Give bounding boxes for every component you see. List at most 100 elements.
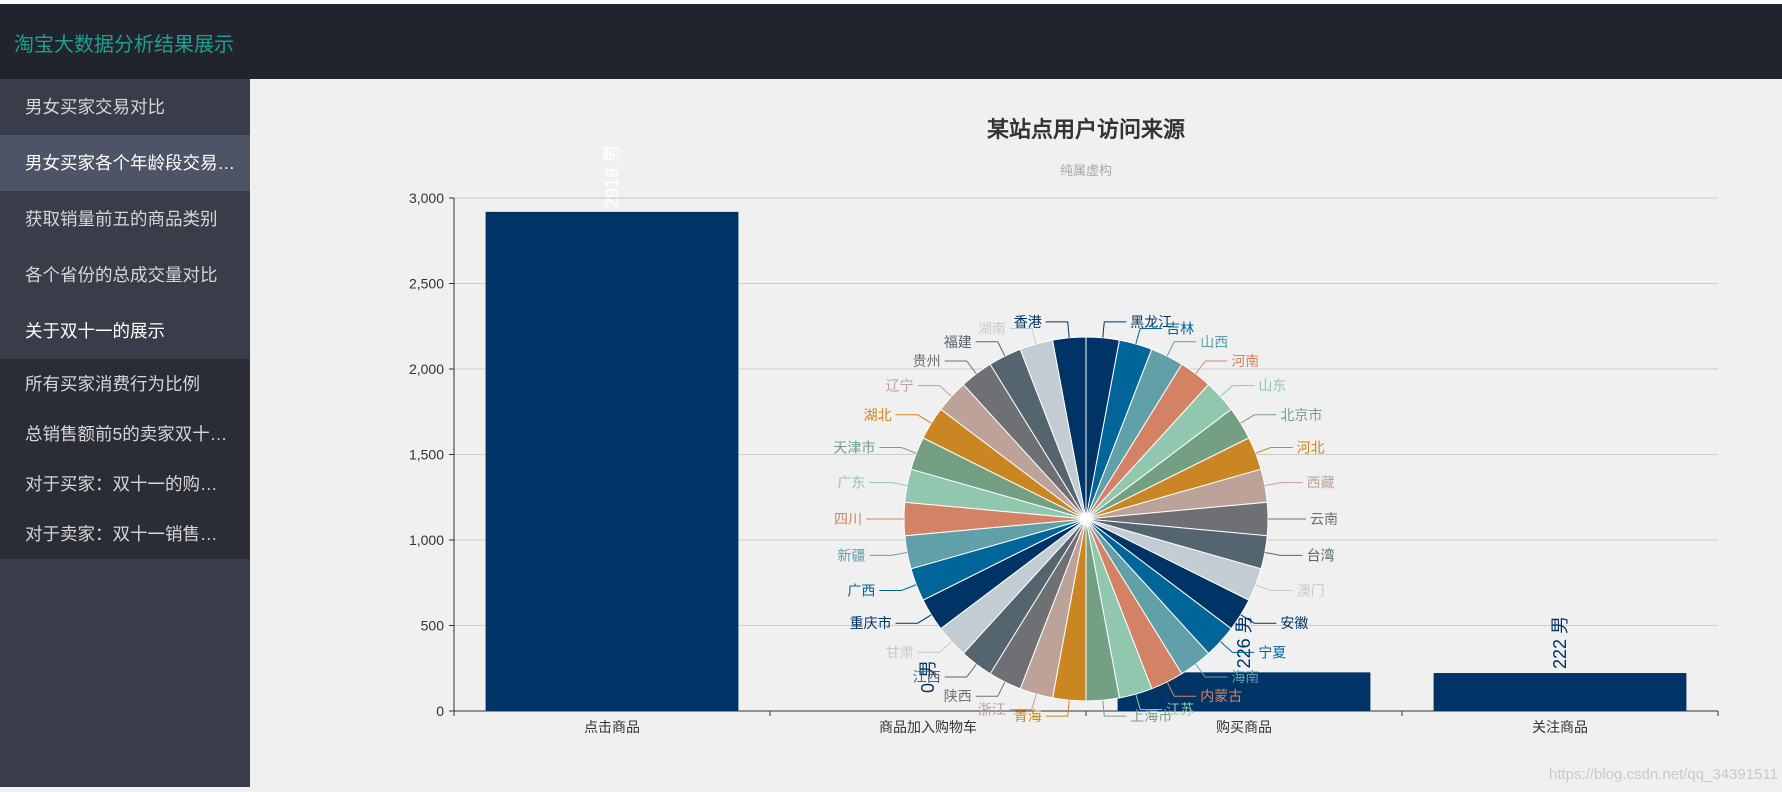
pie-label-line	[1166, 681, 1197, 697]
pie-label-line	[1264, 482, 1303, 487]
pie-slice-label: 海南	[1231, 669, 1259, 685]
pie-label-line	[1102, 700, 1127, 717]
sidebar-item-top5-category[interactable]: 获取销量前五的商品类别	[25, 209, 218, 229]
sidebar-item-age-trade[interactable]: 男女买家各个年龄段交易对比	[0, 135, 250, 191]
sidebar: 男女买家交易对比 男女买家各个年龄段交易对比 获取销量前五的商品类别 各个省份的…	[0, 79, 250, 787]
pie-slice-label: 山西	[1200, 334, 1228, 350]
pie-label-line	[895, 414, 932, 424]
pie-label-line	[1195, 360, 1228, 375]
pie-label-line	[975, 341, 1006, 357]
pie-slice-label: 河南	[1231, 353, 1259, 369]
sidebar-subitem-top5-seller[interactable]: 总销售额前5的卖家双十一销售额	[25, 424, 250, 444]
pie-label-line	[1220, 385, 1255, 397]
pie-slice-label: 上海市	[1130, 708, 1172, 724]
pie-slice-label: 澳门	[1297, 583, 1325, 599]
x-tick-label: 商品加入购物车	[879, 719, 977, 735]
sidebar-item-double11[interactable]: 关于双十一的展示	[25, 321, 165, 341]
pie-slice-label: 北京市	[1280, 407, 1322, 423]
pie-label-line	[879, 446, 917, 454]
watermark: https://blog.csdn.net/qq_34391511	[1548, 766, 1778, 783]
bar[interactable]	[1433, 673, 1687, 711]
sidebar-subitem-behavior-ratio[interactable]: 所有买家消费行为比例	[25, 374, 200, 394]
pie-slice-label: 重庆市	[850, 615, 892, 631]
pie-label-line	[1255, 584, 1293, 592]
pie-label-line	[1220, 641, 1255, 653]
pie-slice-label: 江苏	[1166, 701, 1194, 717]
x-axis: 点击商品 商品加入购物车 购买商品 关注商品	[453, 711, 1719, 735]
pie-slice-label: 天津市	[833, 439, 875, 455]
pie-label-line	[944, 360, 977, 375]
pie-label-line	[1240, 414, 1277, 424]
pie-label-line	[944, 663, 977, 678]
pie-label-line	[1009, 693, 1037, 710]
pie-slice-label: 宁夏	[1258, 644, 1286, 660]
pie-label-line	[1135, 693, 1163, 710]
pie-slice-label: 香港	[1014, 314, 1042, 330]
y-tick-label: 500	[421, 618, 445, 634]
pie-label-line	[1135, 328, 1163, 345]
pie-slice-label: 陕西	[944, 688, 972, 704]
pie-slice-label: 福建	[944, 334, 972, 350]
pie-label-line	[975, 681, 1006, 697]
bar-data-label: 222 男	[1550, 616, 1570, 669]
pie-label-line	[895, 614, 932, 624]
y-tick-label: 1,500	[409, 447, 444, 463]
pie-slice-label: 新疆	[837, 547, 865, 563]
chart-title: 某站点用户访问来源	[987, 117, 1185, 142]
x-tick-label: 关注商品	[1532, 719, 1588, 735]
pie-label-line	[1240, 614, 1277, 624]
pie-label-line	[869, 551, 908, 556]
sidebar-submenu: 所有买家消费行为比例 总销售额前5的卖家双十一销售额 对于买家：双十一的购买行为…	[0, 359, 250, 559]
sidebar-subitem-buyer-behavior[interactable]: 对于买家：双十一的购买行为	[25, 474, 250, 494]
pie-label-line	[1102, 321, 1127, 338]
pie-slice-label: 广东	[837, 475, 865, 491]
pie-series	[903, 336, 1269, 702]
pie-slice-label: 河北	[1297, 439, 1325, 455]
bar-series: 2919 男 0 男 226 男 222 男	[485, 145, 1687, 711]
bar-data-label: 226 男	[1234, 615, 1254, 668]
app-title[interactable]: 淘宝大数据分析结果展示	[14, 34, 234, 56]
pie-slice-label: 台湾	[1307, 547, 1335, 563]
pie-slice-label: 西藏	[1307, 475, 1335, 491]
pie-slice-label: 山东	[1258, 378, 1286, 394]
pie-label-line	[1195, 663, 1228, 678]
chart-canvas: 某站点用户访问来源 纯属虚构 0 500 1,000 1,500 2,000 2,500 3…	[409, 117, 1719, 735]
pie-label-line	[879, 584, 917, 592]
pie-label-line	[1166, 341, 1197, 357]
pie-label-line	[1045, 700, 1070, 717]
pie-slice-label: 四川	[834, 511, 862, 527]
x-tick-label: 购买商品	[1216, 719, 1272, 735]
pie-slice-label: 青海	[1014, 708, 1042, 724]
main-content: 某站点用户访问来源 纯属虚构 0 500 1,000 1,500 2,000 2,500 3…	[250, 79, 1782, 787]
pie-slice-label: 辽宁	[886, 378, 914, 394]
pie-slice[interactable]	[1051, 336, 1087, 520]
bar-data-label: 0 男	[918, 660, 938, 693]
y-tick-label: 2,000	[409, 361, 444, 377]
pie-slice-label: 广西	[847, 583, 875, 599]
bar[interactable]	[485, 211, 739, 711]
pie-label-line	[1255, 446, 1293, 454]
pie-slice-label: 湖北	[864, 407, 892, 423]
sidebar-item-province-volume[interactable]: 各个省份的总成交量对比	[25, 265, 218, 285]
pie-slice-label: 江西	[913, 669, 941, 685]
y-tick-label: 3,000	[409, 190, 444, 206]
pie-label-line	[917, 385, 952, 397]
pie-label-line	[1045, 321, 1070, 338]
pie-slice-label: 黑龙江	[1130, 314, 1172, 330]
sidebar-item-gender-trade[interactable]: 男女买家交易对比	[25, 97, 165, 117]
bar-data-label: 2919 男	[602, 145, 622, 208]
y-axis: 0 500 1,000 1,500 2,000 2,500 3,000	[409, 190, 455, 719]
top-header: 淘宝大数据分析结果展示	[0, 0, 1782, 79]
pie-slice-label: 内蒙古	[1200, 688, 1242, 704]
pie-label-line	[1009, 328, 1037, 345]
pie-label-line	[869, 482, 908, 487]
y-tick-label: 0	[436, 703, 444, 719]
pie-slice-label: 浙江	[978, 701, 1006, 717]
sidebar-subitem-seller-sales[interactable]: 对于卖家：双十一销售情况	[25, 524, 235, 544]
pie-slice-label: 安徽	[1280, 615, 1308, 631]
y-tick-label: 1,000	[409, 532, 444, 548]
y-tick-label: 2,500	[409, 276, 444, 292]
pie-slice-label: 湖南	[978, 321, 1006, 337]
chart-subtitle: 纯属虚构	[1060, 163, 1112, 178]
